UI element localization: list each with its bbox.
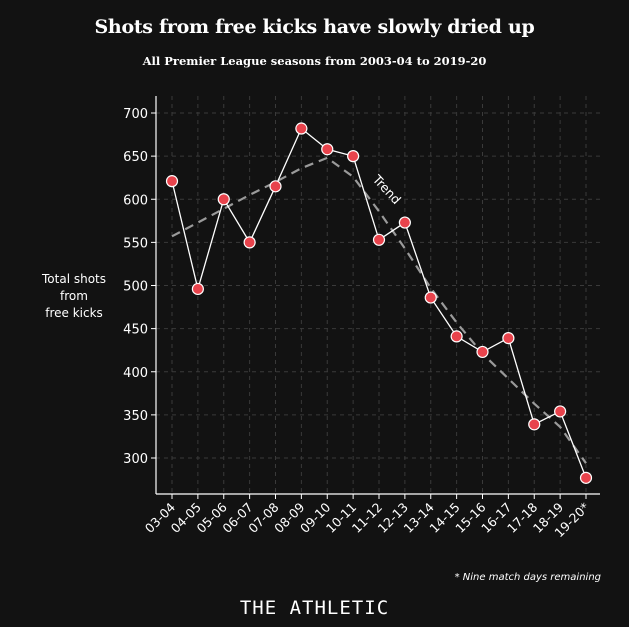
y-tick-label: 600 — [123, 193, 148, 208]
the-athletic-logo: THE ATHLETIC — [239, 597, 390, 619]
data-point — [424, 291, 437, 304]
data-point — [528, 418, 541, 431]
y-tick-label: 300 — [123, 452, 148, 467]
y-axis-label: Total shots from free kicks — [24, 271, 124, 322]
y-axis-label-line: from — [60, 289, 88, 303]
trend-line — [171, 156, 587, 464]
data-point — [191, 282, 204, 296]
data-point — [165, 175, 179, 188]
data-point — [217, 193, 230, 206]
y-axis-label-line: Total shots — [42, 272, 106, 286]
y-axis-label-line: free kicks — [45, 306, 103, 320]
data-point — [579, 471, 593, 484]
y-tick-label: 700 — [123, 107, 148, 122]
chart-subtitle: All Premier League seasons from 2003-04 … — [142, 54, 487, 68]
data-point — [450, 330, 463, 343]
data-point — [554, 405, 567, 418]
data-point — [295, 122, 308, 135]
data-point — [321, 143, 334, 156]
y-tick-label: 650 — [123, 150, 148, 165]
y-tick-label: 450 — [123, 323, 148, 338]
data-point — [372, 233, 386, 246]
chart-title: Shots from free kicks have slowly dried … — [94, 16, 535, 38]
data-point — [476, 345, 489, 359]
data-point — [502, 332, 515, 345]
data-point — [243, 236, 256, 249]
data-point — [269, 180, 282, 193]
data-point — [347, 150, 360, 163]
trend-label: Trend — [369, 171, 404, 207]
data-point — [398, 216, 411, 229]
y-tick-label: 550 — [123, 236, 148, 251]
y-tick-label: 350 — [123, 409, 148, 424]
y-tick-label: 500 — [123, 280, 148, 295]
y-tick-label: 400 — [123, 366, 148, 381]
footnote: * Nine match days remaining — [454, 572, 601, 583]
